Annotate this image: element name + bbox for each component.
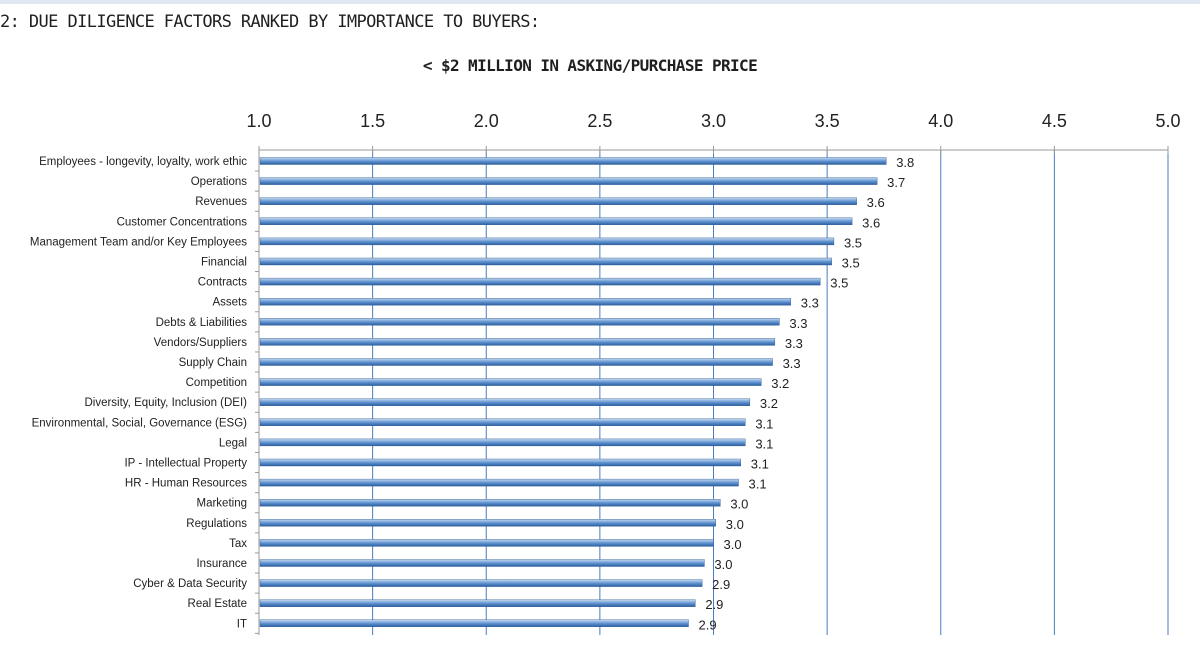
category-label: Insurance [196, 558, 247, 570]
bar [259, 438, 746, 447]
data-label: 3.5 [842, 256, 860, 271]
bar [259, 478, 739, 487]
x-tick-label: 2.0 [474, 111, 499, 131]
x-tick-label: 1.5 [360, 111, 385, 131]
category-label: Real Estate [188, 598, 247, 610]
figure-title: 2: DUE DILIGENCE FACTORS RANKED BY IMPOR… [0, 12, 540, 32]
data-label: 2.9 [705, 597, 723, 612]
category-label: Marketing [197, 498, 248, 510]
bar [259, 499, 721, 507]
bar [259, 157, 887, 165]
x-tick-label: 5.0 [1155, 111, 1180, 131]
data-label: 3.5 [844, 235, 862, 250]
bar [259, 619, 689, 627]
data-label: 3.2 [771, 376, 789, 391]
data-label: 3.6 [862, 215, 880, 230]
category-label: Customer Concentrations [117, 216, 248, 228]
category-label: Competition [186, 377, 247, 389]
x-tick-label: 4.0 [928, 111, 953, 131]
data-label: 2.9 [712, 577, 730, 592]
bar [259, 177, 878, 185]
x-tick-label: 4.5 [1042, 111, 1067, 131]
bar [259, 217, 853, 226]
x-tick-label: 3.5 [815, 111, 840, 131]
data-label: 3.6 [867, 195, 885, 210]
data-label: 3.3 [789, 316, 807, 331]
bar [259, 398, 751, 406]
category-label: IP - Intellectual Property [124, 458, 247, 470]
bar [259, 277, 821, 286]
axes [255, 146, 1169, 635]
bar [259, 378, 762, 386]
bars [259, 157, 887, 627]
category-label: IT [237, 618, 247, 630]
bar [259, 358, 773, 366]
data-label: 3.1 [755, 416, 773, 431]
data-label: 3.3 [801, 296, 819, 311]
gridlines [372, 150, 1169, 635]
x-tick-label: 1.0 [246, 111, 271, 131]
data-label: 3.2 [760, 396, 778, 411]
bar [259, 559, 705, 567]
bar [259, 599, 696, 607]
x-tick-label: 3.0 [701, 111, 726, 131]
category-label: Regulations [186, 518, 247, 530]
bar [259, 237, 835, 246]
bar [259, 458, 741, 467]
data-label: 3.0 [726, 517, 744, 532]
data-label: 3.8 [896, 155, 914, 170]
category-label: Financial [201, 257, 247, 269]
category-label: Revenues [195, 196, 247, 208]
data-label: 3.0 [724, 537, 742, 552]
data-label: 3.0 [730, 497, 748, 512]
data-label: 3.1 [755, 436, 773, 451]
data-label: 3.0 [714, 557, 732, 572]
bar [259, 418, 746, 426]
data-label: 3.1 [751, 457, 769, 472]
category-label: Cyber & Data Security [133, 578, 247, 590]
category-label: Legal [219, 437, 247, 449]
category-label: Supply Chain [179, 357, 247, 369]
bar [259, 338, 776, 346]
category-label: Operations [191, 176, 248, 188]
category-label: Diversity, Equity, Inclusion (DEI) [84, 397, 247, 409]
category-label: Management Team and/or Key Employees [30, 236, 247, 248]
bar [259, 539, 714, 547]
category-label: HR - Human Resources [125, 478, 247, 490]
data-label: 3.3 [783, 356, 801, 371]
bar [259, 257, 832, 266]
bar [259, 519, 716, 527]
data-label: 2.9 [699, 617, 717, 632]
data-label: 3.3 [785, 336, 803, 351]
bar [259, 197, 857, 205]
labels: 1.0 1.5 2.0 2.5 3.0 3.5 4.0 4.5 5.0 Employees - l… [30, 111, 1181, 632]
data-label: 3.7 [887, 175, 905, 190]
category-label: Tax [229, 538, 247, 550]
category-label: Debts & Liabilities [156, 317, 248, 329]
category-label: Employees - longevity, loyalty, work eth… [39, 156, 247, 168]
category-label: Vendors/Suppliers [154, 337, 248, 349]
category-label: Assets [212, 297, 247, 309]
category-label: Environmental, Social, Governance (ESG) [32, 417, 248, 429]
chart-subtitle: < $2 MILLION IN ASKING/PURCHASE PRICE [422, 56, 758, 75]
bar [259, 298, 791, 306]
category-label: Contracts [198, 277, 247, 289]
data-label: 3.5 [830, 276, 848, 291]
bar [259, 318, 780, 326]
top-rule [0, 0, 1200, 4]
bar [259, 579, 703, 587]
data-label: 3.1 [748, 477, 766, 492]
x-tick-label: 2.5 [587, 111, 612, 131]
